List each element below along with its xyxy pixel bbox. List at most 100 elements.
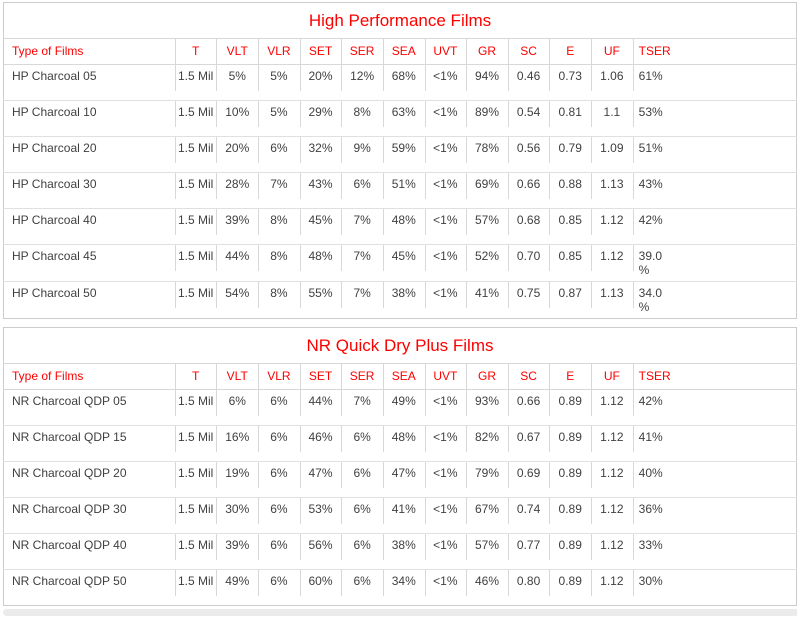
value-cell: 6% bbox=[216, 389, 259, 426]
table-row: HP Charcoal 45 1.5 Mil 44% 8% 48% 7% 45% <1% 52%… bbox=[3, 244, 797, 282]
film-name-cell: NR Charcoal QDP 40 bbox=[3, 533, 175, 570]
table-title-row: NR Quick Dry Plus Films bbox=[3, 327, 797, 364]
value-cell: 52% bbox=[466, 244, 508, 282]
value-cell: 51% bbox=[382, 172, 425, 209]
col-header-uvt: UVT bbox=[424, 38, 467, 65]
value-cell: 0.69 bbox=[507, 461, 550, 498]
value-cell: 1.5 Mil bbox=[174, 461, 217, 498]
value-cell: 32% bbox=[299, 136, 342, 173]
film-name-cell: HP Charcoal 10 bbox=[3, 100, 175, 137]
table-body: HP Charcoal 05 1.5 Mil 5% 5% 20% 12% 68% <1% 94%… bbox=[3, 64, 797, 319]
value-cell: 28% bbox=[216, 172, 259, 209]
value-cell: 41% bbox=[632, 425, 797, 462]
value-cell: 8% bbox=[258, 244, 300, 282]
value-cell: 1.12 bbox=[591, 533, 633, 570]
film-name-cell: NR Charcoal QDP 15 bbox=[3, 425, 175, 462]
value-cell: <1% bbox=[424, 497, 467, 534]
col-header-ser: SER bbox=[341, 38, 383, 65]
value-cell: 0.68 bbox=[507, 208, 550, 245]
value-cell: 8% bbox=[341, 100, 383, 137]
value-cell: 0.89 bbox=[549, 569, 592, 606]
value-cell: 94% bbox=[466, 64, 508, 101]
value-cell: 1.06 bbox=[591, 64, 633, 101]
value-cell: 1.5 Mil bbox=[174, 425, 217, 462]
value-cell: 5% bbox=[258, 100, 300, 137]
value-cell: 0.85 bbox=[549, 208, 592, 245]
value-cell: 8% bbox=[258, 281, 300, 319]
value-cell: 16% bbox=[216, 425, 259, 462]
value-cell: 7% bbox=[341, 281, 383, 319]
value-cell: 7% bbox=[341, 208, 383, 245]
value-cell: 0.88 bbox=[549, 172, 592, 209]
value-cell: 82% bbox=[466, 425, 508, 462]
value-cell: 0.89 bbox=[549, 389, 592, 426]
horizontal-scrollbar[interactable] bbox=[3, 609, 797, 616]
value-cell: 93% bbox=[466, 389, 508, 426]
value-cell: 0.85 bbox=[549, 244, 592, 282]
value-cell: 0.54 bbox=[507, 100, 550, 137]
value-cell: 1.5 Mil bbox=[174, 569, 217, 606]
value-cell: 6% bbox=[341, 533, 383, 570]
value-cell: 6% bbox=[258, 461, 300, 498]
film-name-cell: NR Charcoal QDP 20 bbox=[3, 461, 175, 498]
value-cell: 6% bbox=[341, 497, 383, 534]
film-name-cell: NR Charcoal QDP 05 bbox=[3, 389, 175, 426]
value-cell: 6% bbox=[258, 569, 300, 606]
value-cell: 54% bbox=[216, 281, 259, 319]
value-cell: 47% bbox=[382, 461, 425, 498]
value-cell: 39% bbox=[216, 533, 259, 570]
table-row: NR Charcoal QDP 40 1.5 Mil 39% 6% 56% 6% 38% <1… bbox=[3, 533, 797, 570]
value-cell: 6% bbox=[341, 172, 383, 209]
value-cell: 0.89 bbox=[549, 497, 592, 534]
value-cell: 51% bbox=[632, 136, 797, 173]
value-cell: 39% bbox=[216, 208, 259, 245]
value-cell: 79% bbox=[466, 461, 508, 498]
table-row: NR Charcoal QDP 50 1.5 Mil 49% 6% 60% 6% 34% <1… bbox=[3, 569, 797, 606]
value-cell: 1.5 Mil bbox=[174, 136, 217, 173]
value-cell: 69% bbox=[466, 172, 508, 209]
value-cell: 1.5 Mil bbox=[174, 497, 217, 534]
value-cell: 56% bbox=[299, 533, 342, 570]
value-cell: 41% bbox=[382, 497, 425, 534]
col-header-e: E bbox=[549, 38, 592, 65]
value-cell: 1.5 Mil bbox=[174, 533, 217, 570]
value-cell: 7% bbox=[341, 244, 383, 282]
value-cell: 6% bbox=[258, 497, 300, 534]
value-cell: 0.67 bbox=[507, 425, 550, 462]
value-cell: 1.12 bbox=[591, 497, 633, 534]
value-cell: 0.80 bbox=[507, 569, 550, 606]
table-row: NR Charcoal QDP 30 1.5 Mil 30% 6% 53% 6% 41% <1… bbox=[3, 497, 797, 534]
value-cell: 6% bbox=[258, 389, 300, 426]
value-cell: 34.0 % bbox=[632, 281, 797, 319]
column-header-row: Type of Films T VLT VLR SET SER SEA UVT … bbox=[3, 363, 797, 390]
value-cell: 1.12 bbox=[591, 208, 633, 245]
value-cell: 43% bbox=[299, 172, 342, 209]
value-cell: 36% bbox=[632, 497, 797, 534]
value-cell: 63% bbox=[382, 100, 425, 137]
col-header-vlt: VLT bbox=[216, 363, 259, 390]
value-cell: 0.66 bbox=[507, 389, 550, 426]
value-cell: 1.5 Mil bbox=[174, 64, 217, 101]
value-cell: 49% bbox=[216, 569, 259, 606]
value-cell: 1.5 Mil bbox=[174, 244, 217, 282]
value-cell: 1.13 bbox=[591, 172, 633, 209]
col-header-sea: SEA bbox=[382, 363, 425, 390]
table-row: NR Charcoal QDP 05 1.5 Mil 6% 6% 44% 7% 49% <1%… bbox=[3, 389, 797, 426]
value-cell: 44% bbox=[299, 389, 342, 426]
value-cell: 6% bbox=[258, 533, 300, 570]
col-header-sea: SEA bbox=[382, 38, 425, 65]
value-cell: 0.46 bbox=[507, 64, 550, 101]
value-cell: <1% bbox=[424, 172, 467, 209]
col-header-type-of-films: Type of Films bbox=[3, 363, 175, 390]
value-cell: <1% bbox=[424, 425, 467, 462]
value-cell: 42% bbox=[632, 208, 797, 245]
value-cell: 89% bbox=[466, 100, 508, 137]
table-title: High Performance Films bbox=[3, 2, 797, 39]
value-cell: 12% bbox=[341, 64, 383, 101]
value-cell: 1.1 bbox=[591, 100, 633, 137]
value-cell: 1.5 Mil bbox=[174, 208, 217, 245]
value-cell: 0.81 bbox=[549, 100, 592, 137]
value-cell: 39.0 % bbox=[632, 244, 797, 282]
film-name-cell: HP Charcoal 30 bbox=[3, 172, 175, 209]
value-cell: <1% bbox=[424, 100, 467, 137]
